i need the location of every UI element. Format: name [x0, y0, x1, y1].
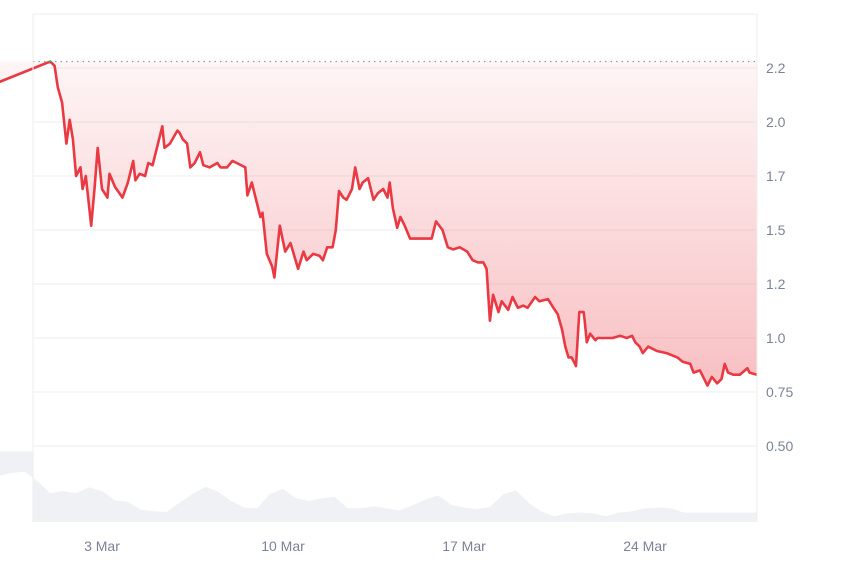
y-tick-label: 1.7: [766, 168, 786, 184]
plot-frame: [32, 14, 758, 522]
y-tick-label: 1.2: [766, 276, 786, 292]
y-tick-label: 2.0: [766, 114, 786, 130]
x-tick-label: 3 Mar: [84, 538, 120, 554]
price-fill-area: [0, 61, 757, 386]
volume-area: [0, 451, 757, 522]
price-line: [0, 61, 758, 387]
x-tick-label: 17 Mar: [442, 538, 486, 554]
y-axis: 2.2 2.0 1.7 1.5 1.2 1.0 0.75 0.50: [766, 60, 793, 454]
y-tick-label: 2.2: [766, 60, 786, 76]
y-tick-label: 1.5: [766, 222, 786, 238]
x-tick-label: 10 Mar: [261, 538, 305, 554]
y-tick-label: 1.0: [766, 330, 786, 346]
x-axis: 3 Mar 10 Mar 17 Mar 24 Mar: [84, 538, 667, 554]
x-tick-label: 24 Mar: [623, 538, 667, 554]
y-tick-label: 0.75: [766, 384, 793, 400]
y-tick-label: 0.50: [766, 438, 793, 454]
